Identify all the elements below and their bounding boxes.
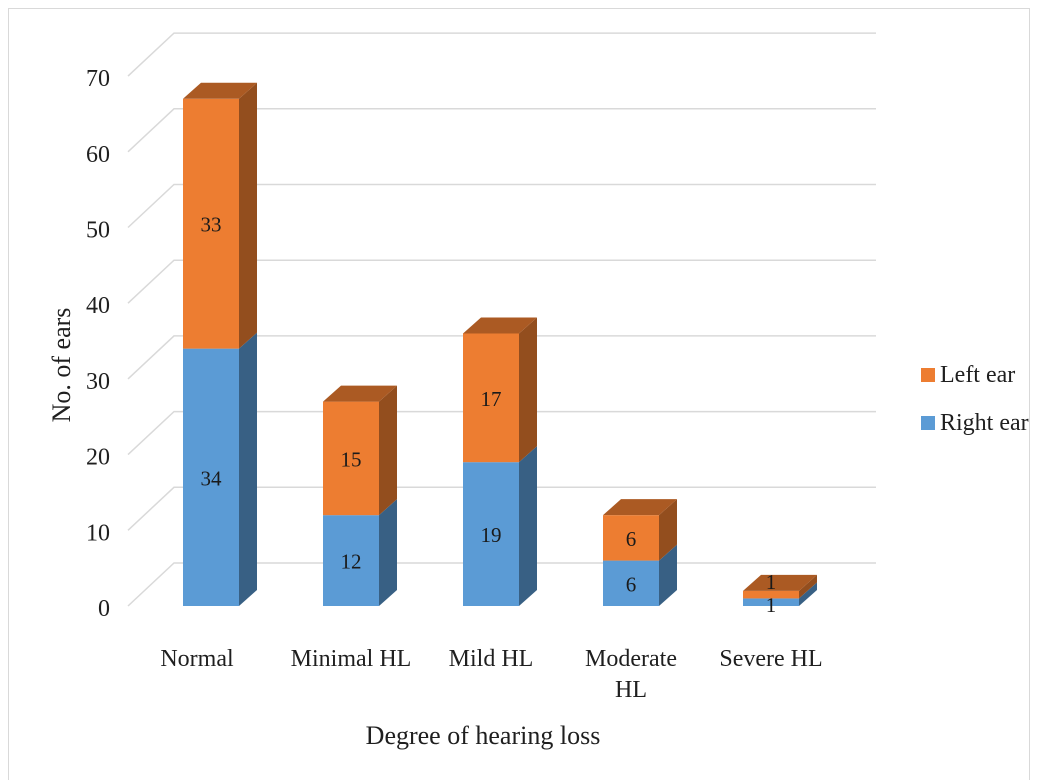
legend-swatch [921, 368, 935, 382]
legend-item: Right ear [921, 410, 1029, 436]
bar-front [463, 333, 519, 463]
gridline [127, 108, 876, 153]
y-tick-label: 50 [86, 218, 110, 244]
data-label: 12 [341, 550, 362, 574]
gridline [127, 259, 876, 304]
bar-segment: 15 [323, 385, 397, 516]
data-label: 15 [341, 447, 362, 471]
data-label: 1 [766, 593, 777, 617]
gridline [127, 183, 876, 229]
bar-top [323, 385, 397, 402]
y-axis-ticks: 0 10 20 30 40 50 60 70 [86, 66, 110, 622]
bars: 34 33 12 15 19 17 6 6 11 [183, 82, 817, 617]
y-axis-title: No. of ears [47, 308, 76, 423]
bar-top [743, 574, 817, 591]
bar-segment: 34 [183, 332, 257, 606]
x-category-label: Normal [160, 646, 234, 672]
bar-front [603, 515, 659, 561]
bar-side [659, 544, 677, 606]
data-label: 1 [766, 570, 777, 594]
y-tick-label: 20 [86, 445, 110, 471]
bar-top [463, 317, 537, 334]
bar-top [603, 499, 677, 516]
bar-front [463, 462, 519, 606]
y-tick-label: 60 [86, 142, 110, 168]
bar-segment: 12 [323, 499, 397, 606]
chart-frame [8, 8, 1030, 780]
y-tick-label: 40 [86, 293, 110, 319]
bar-side [799, 574, 817, 599]
x-axis-categories: Normal Minimal HL Mild HL Moderate HL Severe … [160, 646, 822, 703]
bar-front [743, 590, 799, 599]
bar-segment: 17 [463, 317, 537, 463]
gridline [127, 410, 876, 456]
bar-side [659, 499, 677, 561]
bar-segment: 6 [603, 499, 677, 561]
bar-front [323, 515, 379, 606]
data-label: 34 [201, 466, 223, 490]
data-label: 6 [626, 527, 637, 551]
gridline [127, 486, 876, 531]
bar-side [239, 82, 257, 349]
bar-side [379, 499, 397, 606]
legend-label: Left ear [940, 362, 1015, 388]
bar-side [519, 317, 537, 463]
x-category-label: Mild HL [449, 646, 534, 672]
bar-segment: 6 [603, 544, 677, 606]
data-label: 33 [201, 213, 222, 237]
y-tick-label: 30 [86, 369, 110, 395]
x-axis-title: Degree of hearing loss [366, 721, 601, 750]
bar-segment: 19 [463, 446, 537, 606]
gridline [127, 335, 876, 380]
bar-front [183, 98, 239, 349]
bar-side [519, 446, 537, 606]
y-tick-label: 10 [86, 520, 110, 546]
bar-segment: 1 [743, 570, 817, 599]
bar-front [743, 598, 799, 606]
bar-top [183, 82, 257, 99]
bar-side [799, 582, 817, 606]
data-label: 6 [626, 572, 637, 596]
data-label: 17 [481, 387, 502, 411]
bar-side [379, 385, 397, 516]
bar-front [603, 560, 659, 606]
bar-segment: 33 [183, 82, 257, 349]
x-category-label: Moderate HL [585, 646, 677, 703]
bar-front [323, 401, 379, 516]
x-category-label: Minimal HL [291, 646, 412, 672]
legend-swatch [921, 416, 935, 430]
data-label: 19 [481, 523, 502, 547]
y-tick-label: 70 [86, 66, 110, 92]
gridlines [127, 32, 876, 607]
bar-front [183, 348, 239, 606]
legend-label: Right ear [940, 410, 1029, 436]
y-tick-label: 0 [98, 596, 110, 622]
x-category-label: Severe HL [719, 646, 822, 672]
legend-item: Left ear [921, 362, 1015, 388]
gridline [127, 32, 876, 77]
bar-segment: 1 [743, 582, 817, 617]
bar-side [239, 332, 257, 606]
legend: Left ear Right ear [921, 362, 1029, 436]
